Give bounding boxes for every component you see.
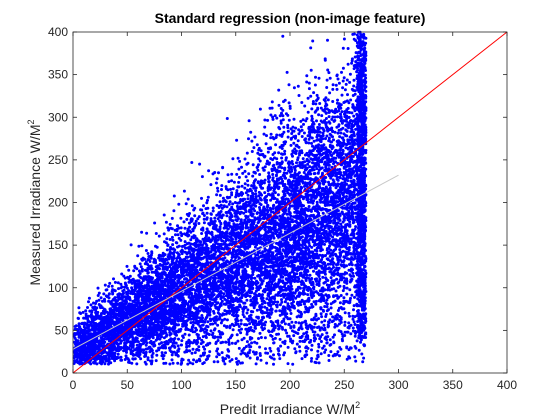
- x-tick-label: 0: [70, 378, 77, 392]
- y-tick-label: 100: [48, 281, 68, 295]
- x-tick-label: 350: [443, 378, 463, 392]
- scatter-points: [72, 30, 368, 366]
- x-tick-label: 200: [280, 378, 300, 392]
- x-axis-label-superscript: 2: [355, 400, 360, 410]
- reference-lines: [72, 31, 508, 374]
- fit-line: [72, 174, 399, 350]
- scatter-series: [72, 30, 368, 366]
- chart-title: Standard regression (non-image feature): [155, 10, 426, 26]
- y-tick-label: 200: [48, 196, 68, 210]
- y-tick-label: 150: [48, 238, 68, 252]
- x-tick-label: 150: [226, 378, 246, 392]
- y-tick-label: 350: [48, 68, 68, 82]
- y-tick-label: 250: [48, 153, 68, 167]
- x-tick-label: 50: [121, 378, 135, 392]
- x-axis-label: Predit Irradiance W/M2: [220, 400, 360, 417]
- y-tick-label: 0: [61, 366, 68, 380]
- y-tick-label: 400: [48, 25, 68, 39]
- y-axis-label: Measured Irradiance W/M2: [26, 119, 43, 285]
- identity-line: [72, 31, 508, 374]
- x-tick-label: 400: [497, 378, 517, 392]
- x-tick-label: 100: [171, 378, 191, 392]
- y-axis-ticks: 0 50 100 150 200 250 300 350 400: [48, 25, 507, 380]
- x-axis-ticks: 0 50 100 150 200 250 300 350 400: [70, 32, 517, 392]
- x-tick-label: 300: [388, 378, 408, 392]
- y-axis-label-superscript: 2: [26, 119, 36, 124]
- y-tick-label: 300: [48, 110, 68, 124]
- x-tick-label: 250: [334, 378, 354, 392]
- y-tick-label: 50: [55, 323, 69, 337]
- x-axis-label-text: Predit Irradiance W/M: [220, 401, 355, 417]
- y-axis-label-text: Measured Irradiance W/M: [27, 124, 43, 285]
